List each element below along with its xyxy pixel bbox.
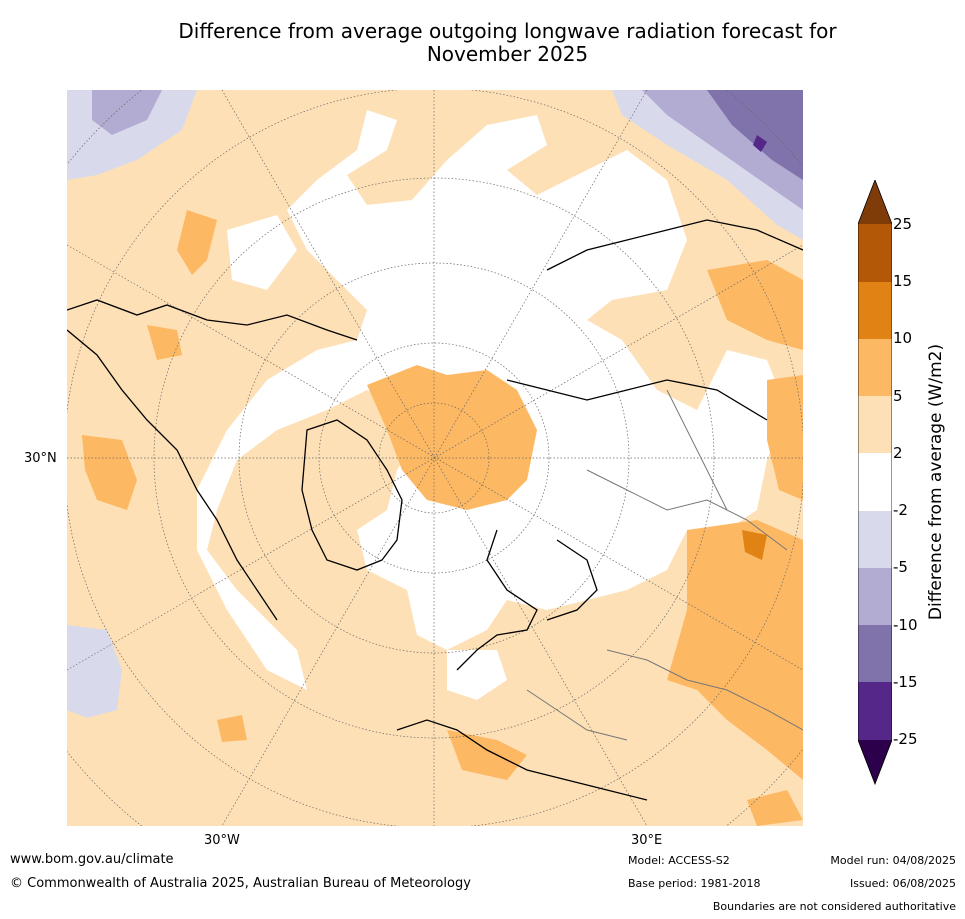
colorbar-bin-m10-m5 [858, 568, 892, 625]
colorbar-tick: 10 [893, 329, 913, 347]
website-link[interactable]: www.bom.gov.au/climate [10, 852, 174, 867]
colorbar-tick: 2 [893, 444, 903, 462]
colorbar-bin-5-10 [858, 339, 892, 396]
colorbar-tick: 25 [893, 215, 913, 233]
negative-anomaly-ne-strong [707, 90, 803, 180]
disclaimer-text: Boundaries are not considered authoritat… [712, 900, 956, 913]
colorbar-tick: -5 [893, 558, 908, 576]
colorbar-bin-m2-2 [858, 453, 892, 511]
colorbar-bin-m5-m2 [858, 511, 892, 568]
colorbar-bin-m15-m10 [858, 625, 892, 682]
graticule [67, 90, 803, 826]
country-boundaries [526, 389, 803, 741]
map-title: Difference from average outgoing longwav… [140, 20, 875, 66]
colorbar [858, 180, 892, 785]
positive-anomaly-asia [667, 520, 803, 780]
negative-anomaly-nw-core [92, 90, 162, 135]
colorbar-bin-2-5 [858, 396, 892, 453]
positive-anomaly-mediterranean [447, 730, 527, 780]
map-canvas [67, 90, 803, 826]
positive-anomaly-peak [742, 530, 767, 560]
model-run-text: Model run: 04/08/2025 [830, 854, 956, 867]
positive-anomaly-se [747, 790, 803, 826]
issued-text: Issued: 06/08/2025 [849, 877, 956, 890]
near-normal-region-europe [447, 650, 507, 700]
positive-anomaly-w-small [217, 715, 247, 742]
latitude-label-30n: 30°N [24, 451, 57, 466]
base-period-text: Base period: 1981-2018 [628, 877, 761, 890]
positive-anomaly-ne [707, 260, 803, 350]
longitude-label-30w: 30°W [204, 833, 240, 848]
longitude-label-30e: 30°E [631, 833, 663, 848]
negative-anomaly-ne-peak [753, 135, 767, 152]
near-normal-region-pacific [227, 215, 297, 290]
polar-map [67, 90, 803, 826]
positive-anomaly-east [767, 375, 803, 500]
positive-anomaly-pacific-2 [147, 325, 182, 360]
title-line-1: Difference from average outgoing longwav… [178, 19, 837, 43]
colorbar-tick: -25 [893, 730, 918, 748]
copyright-text: © Commonwealth of Australia 2025, Austra… [10, 876, 471, 891]
positive-anomaly-atlantic [82, 435, 137, 510]
model-text: Model: ACCESS-S2 [628, 854, 730, 867]
colorbar-extend-lower [858, 740, 892, 784]
colorbar-extend-upper [858, 180, 892, 224]
colorbar-label: Difference from average (W/m2) [926, 343, 946, 621]
positive-anomaly-pacific-1 [177, 210, 217, 275]
colorbar-bin-m25-m15 [858, 682, 892, 740]
colorbar-tick: -15 [893, 673, 918, 691]
negative-anomaly-w [67, 625, 122, 718]
colorbar-tick: 5 [893, 387, 903, 405]
coastlines [67, 219, 803, 801]
colorbar-bin-15-25 [858, 224, 892, 282]
colorbar-tick: -10 [893, 616, 918, 634]
title-line-2: November 2025 [426, 42, 589, 66]
colorbar-tick: 15 [893, 272, 913, 290]
colorbar-bin-10-15 [858, 282, 892, 339]
positive-anomaly-arctic [367, 365, 537, 510]
colorbar-tick: -2 [893, 501, 908, 519]
